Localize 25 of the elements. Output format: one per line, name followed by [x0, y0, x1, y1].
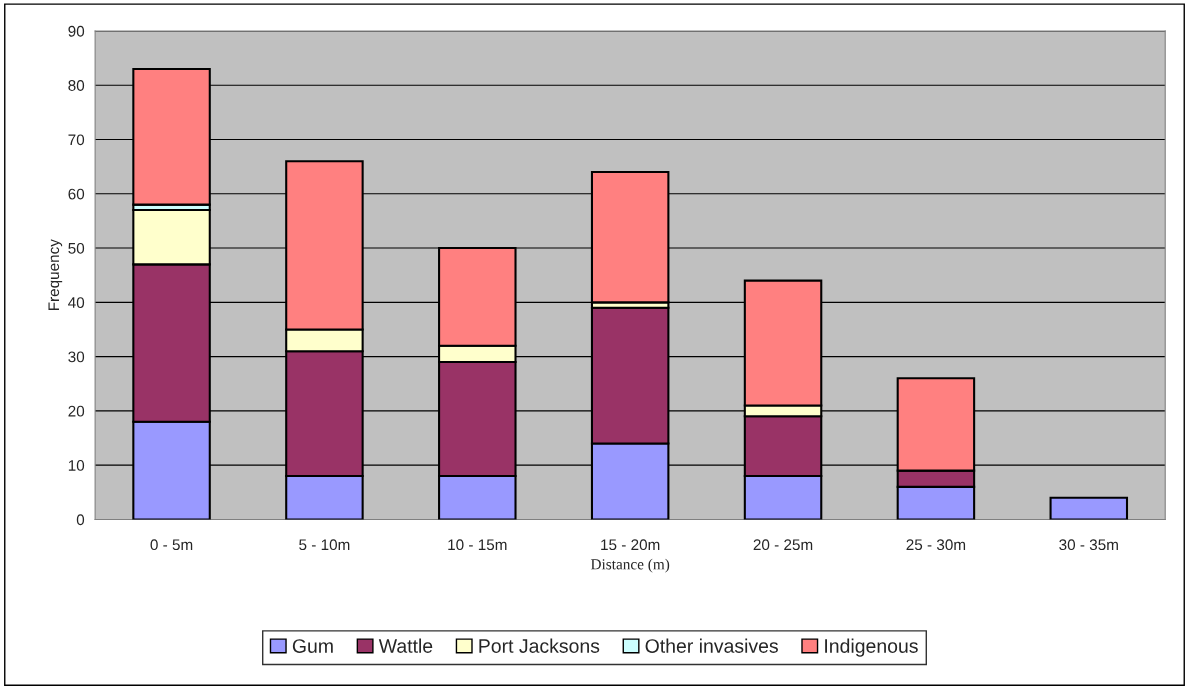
- y-tick-label: 40: [68, 297, 85, 309]
- y-tick-label: 50: [68, 242, 85, 254]
- x-tick-label: 5 - 10m: [299, 539, 350, 551]
- y-tick-label: 30: [68, 351, 85, 363]
- y-tick-label: 10: [68, 460, 85, 471]
- legend-label: Wattle: [378, 638, 433, 653]
- y-tick-label: 60: [68, 188, 85, 200]
- x-tick-label: 20 - 25m: [753, 539, 813, 551]
- legend-label: Other invasives: [645, 638, 778, 653]
- x-tick-label: 25 - 30m: [906, 539, 966, 551]
- bar: [1049, 496, 1129, 520]
- x-tick-label: 30 - 35m: [1059, 539, 1118, 551]
- y-axis-title: Frequency: [48, 239, 63, 311]
- y-tick-label: 80: [68, 80, 85, 91]
- x-tick-label: 10 - 15m: [448, 539, 507, 551]
- legend-label: Port Jacksons: [479, 638, 600, 653]
- x-tick-label: 0 - 5m: [150, 539, 193, 551]
- x-axis-title: Distance (m): [590, 558, 670, 573]
- y-tick-label: 0: [76, 514, 85, 526]
- y-tick-label: 20: [68, 405, 85, 417]
- legend-label: Gum: [292, 639, 333, 653]
- y-tick-label: 90: [68, 25, 85, 37]
- x-tick-label: 15 - 20m: [601, 539, 660, 551]
- y-tick-label: 70: [68, 134, 85, 146]
- legend-label: Indigenous: [825, 638, 918, 657]
